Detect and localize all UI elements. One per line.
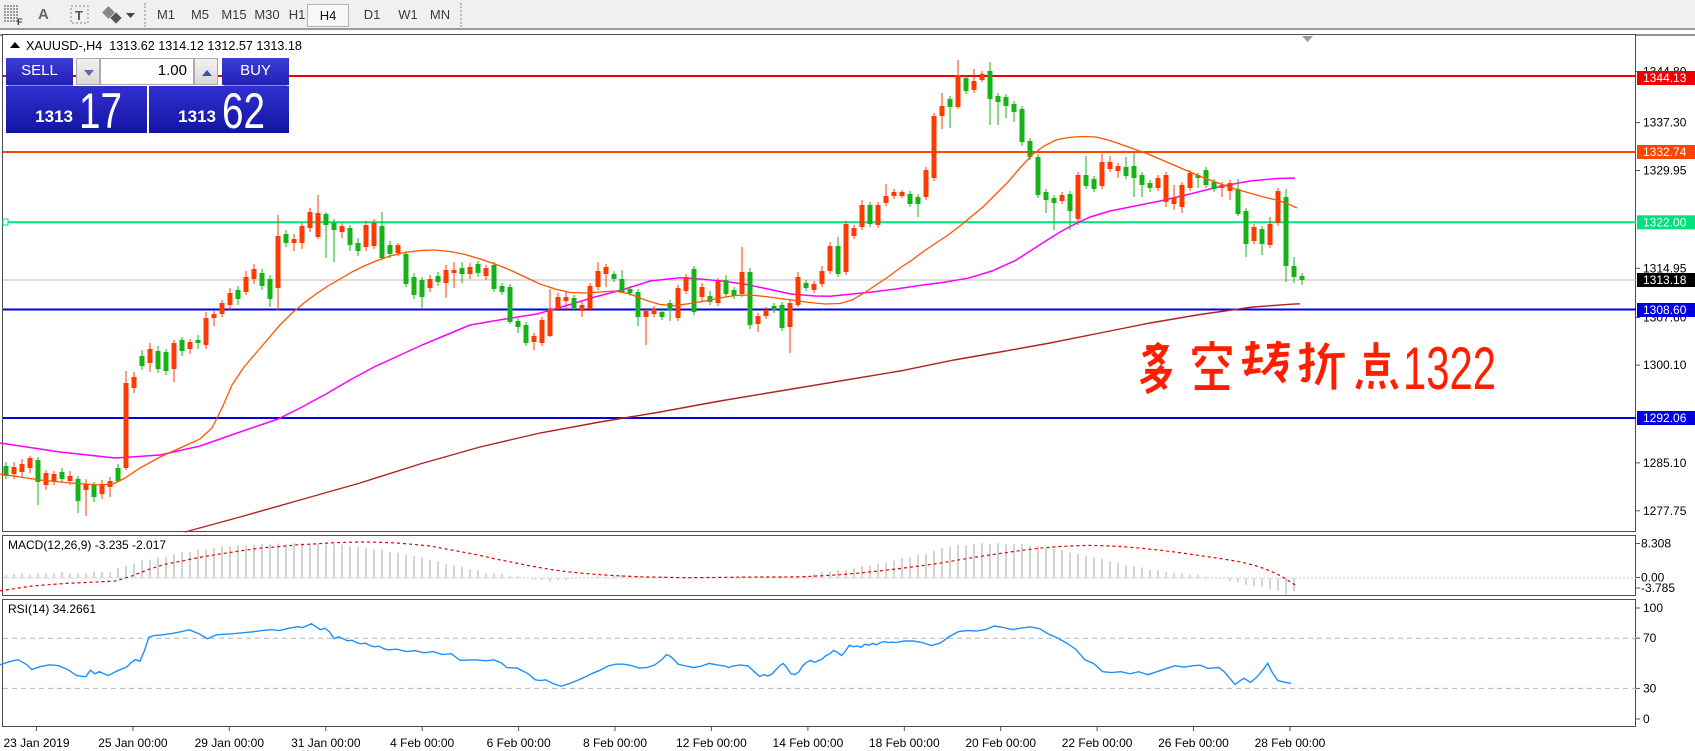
- svg-text:25 Jan 00:00: 25 Jan 00:00: [98, 736, 168, 750]
- svg-text:XAUUSD-,H4 1313.62 1314.12 13: XAUUSD-,H4 1313.62 1314.12 1312.57 1313.…: [26, 39, 302, 53]
- svg-text:12 Feb 00:00: 12 Feb 00:00: [676, 736, 747, 750]
- svg-text:8 Feb 00:00: 8 Feb 00:00: [583, 736, 647, 750]
- svg-text:31 Jan 00:00: 31 Jan 00:00: [291, 736, 361, 750]
- svg-text:1292.06: 1292.06: [1643, 411, 1687, 425]
- svg-text:29 Jan 00:00: 29 Jan 00:00: [195, 736, 265, 750]
- svg-text:1322.00: 1322.00: [1643, 215, 1687, 229]
- svg-text:1313: 1313: [35, 107, 73, 126]
- svg-text:100: 100: [1643, 601, 1663, 615]
- svg-text:1300.10: 1300.10: [1643, 358, 1687, 372]
- svg-text:26 Feb 00:00: 26 Feb 00:00: [1158, 736, 1229, 750]
- svg-text:F: F: [17, 17, 23, 27]
- svg-text:1285.10: 1285.10: [1643, 456, 1687, 470]
- svg-text:28 Feb 00:00: 28 Feb 00:00: [1255, 736, 1326, 750]
- svg-text:23 Jan 2019: 23 Jan 2019: [3, 736, 69, 750]
- svg-text:17: 17: [79, 86, 122, 133]
- svg-text:1313.18: 1313.18: [1643, 273, 1687, 287]
- svg-text:1332.74: 1332.74: [1643, 145, 1687, 159]
- svg-text:0.00: 0.00: [1641, 571, 1665, 585]
- svg-text:1313: 1313: [178, 107, 216, 126]
- svg-text:22 Feb 00:00: 22 Feb 00:00: [1062, 736, 1133, 750]
- svg-text:18 Feb 00:00: 18 Feb 00:00: [869, 736, 940, 750]
- svg-text:1344.13: 1344.13: [1643, 71, 1687, 85]
- svg-text:T: T: [75, 8, 83, 23]
- svg-text:1308.60: 1308.60: [1643, 303, 1687, 317]
- svg-text:1329.95: 1329.95: [1643, 164, 1687, 178]
- svg-text:30: 30: [1643, 681, 1657, 695]
- svg-text:8.308: 8.308: [1641, 537, 1671, 551]
- svg-text:1337.30: 1337.30: [1643, 116, 1687, 130]
- svg-text:70: 70: [1643, 631, 1657, 645]
- svg-text:1314.95: 1314.95: [1643, 261, 1687, 275]
- svg-text:20 Feb 00:00: 20 Feb 00:00: [965, 736, 1036, 750]
- svg-text:4 Feb 00:00: 4 Feb 00:00: [390, 736, 454, 750]
- svg-text:0: 0: [1643, 712, 1650, 726]
- svg-text:1322: 1322: [1403, 335, 1496, 402]
- svg-text:6 Feb 00:00: 6 Feb 00:00: [487, 736, 551, 750]
- svg-text:62: 62: [222, 86, 265, 133]
- svg-text:MACD(12,26,9) -3.235 -2.017: MACD(12,26,9) -3.235 -2.017: [8, 538, 166, 552]
- svg-text:14 Feb 00:00: 14 Feb 00:00: [773, 736, 844, 750]
- svg-text:1277.75: 1277.75: [1643, 504, 1687, 518]
- svg-text:-3.785: -3.785: [1641, 581, 1675, 595]
- svg-text:RSI(14) 34.2661: RSI(14) 34.2661: [8, 602, 96, 616]
